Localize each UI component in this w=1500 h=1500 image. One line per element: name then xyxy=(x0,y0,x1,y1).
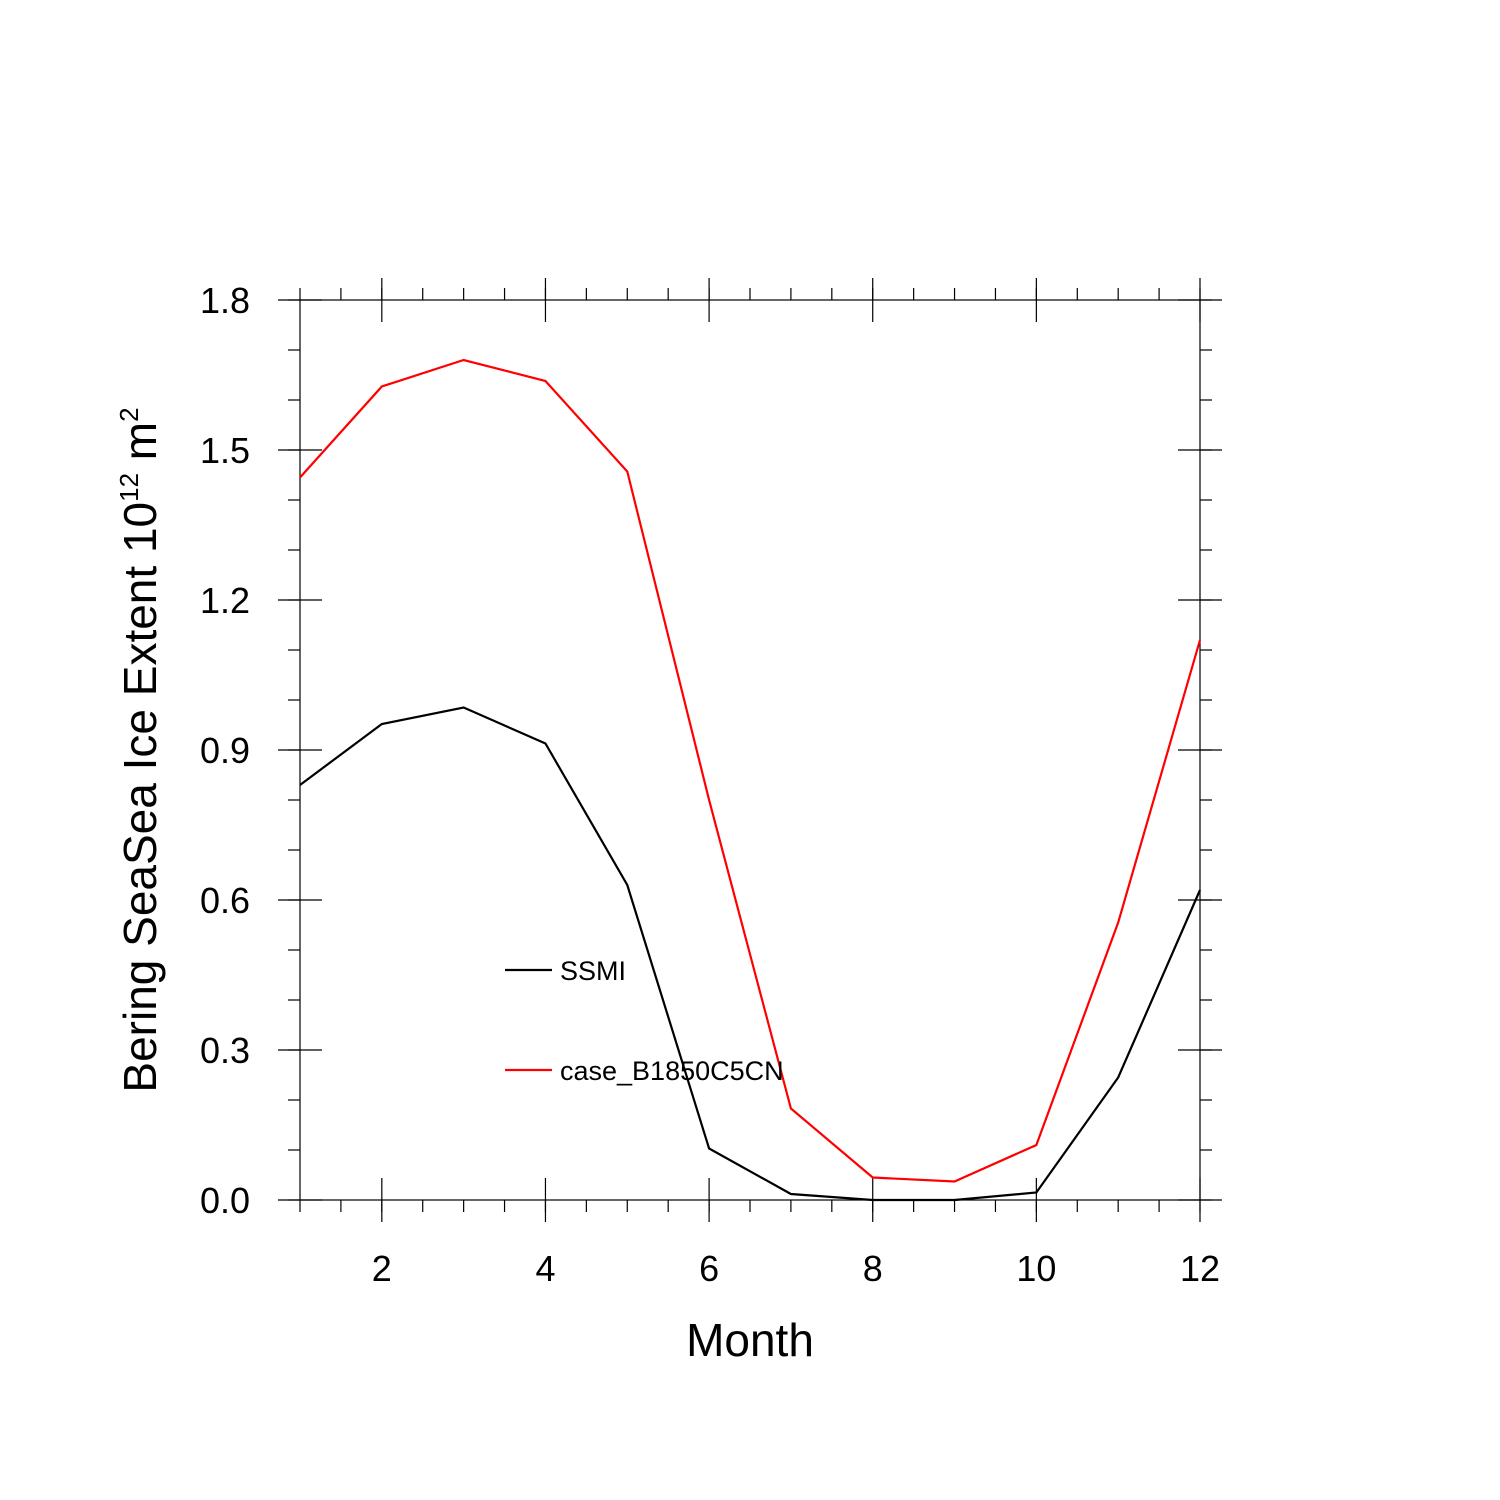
y-tick-label: 0.3 xyxy=(200,1030,250,1071)
series-line-case_b1850c5cn xyxy=(299,358,1202,1183)
y-axis-title: Bering SeaSea Ice Extent 1012 m2 xyxy=(114,407,166,1092)
x-tick-label: 2 xyxy=(372,1248,392,1289)
x-tick-label: 10 xyxy=(1016,1248,1056,1289)
y-tick-label: 0.6 xyxy=(200,880,250,921)
x-axis-title: Month xyxy=(686,1314,814,1366)
y-tick-label: 0.9 xyxy=(200,730,250,771)
plot-frame xyxy=(299,299,1201,1201)
x-tick-label: 6 xyxy=(699,1248,719,1289)
x-tick-label: 4 xyxy=(535,1248,555,1289)
y-tick-label: 0.0 xyxy=(200,1180,250,1221)
y-axis-title-main: Bering SeaSea Ice Extent 10 xyxy=(114,502,166,1093)
y-tick-label: 1.5 xyxy=(200,430,250,471)
y-axis-title-unit-exponent: 2 xyxy=(114,407,144,421)
y-axis-title-exponent: 12 xyxy=(114,473,144,502)
x-tick-label: 8 xyxy=(863,1248,883,1289)
legend: SSMI case_B1850C5CN xyxy=(505,956,784,1086)
x-tick-labels: 2 4 6 8 10 12 xyxy=(372,1248,1220,1289)
y-tick-labels: 0.0 0.3 0.6 0.9 1.2 1.5 1.8 xyxy=(200,280,250,1221)
x-tick-label: 12 xyxy=(1180,1248,1220,1289)
y-axis-title-unit: m xyxy=(114,422,166,473)
series-layer xyxy=(299,358,1202,1202)
y-tick-label: 1.2 xyxy=(200,580,250,621)
legend-label: case_B1850C5CN xyxy=(560,1056,784,1086)
series-line-ssmi xyxy=(299,706,1202,1202)
legend-label: SSMI xyxy=(560,956,626,986)
y-tick-label: 1.8 xyxy=(200,280,250,321)
